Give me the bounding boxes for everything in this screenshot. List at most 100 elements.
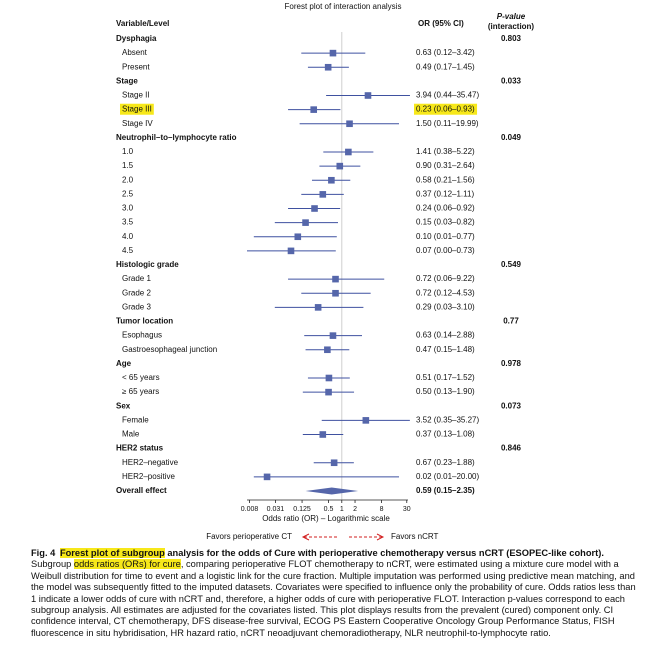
row-label: 4.5 — [122, 246, 134, 255]
estimate-label: 1.41 (0.38–5.22) — [416, 147, 475, 156]
or-marker — [325, 388, 332, 396]
row-label: Female — [122, 415, 149, 424]
row-label: Gastroesophageal junction — [122, 345, 217, 354]
favors-right: Favors nCRT — [391, 532, 439, 541]
estimate-label: 0.24 (0.06–0.92) — [416, 204, 475, 213]
or-marker — [336, 162, 344, 170]
group-label: Dysphagia — [116, 34, 157, 43]
row-label: Male — [122, 430, 140, 439]
or-marker — [311, 205, 318, 212]
group-label: Histologic grade — [116, 260, 179, 269]
group-label: Age — [116, 359, 132, 368]
row-label: Stage II — [122, 91, 150, 100]
or-marker — [287, 247, 295, 255]
x-tick-label: 0.5 — [324, 506, 334, 513]
column-header: P-value — [497, 12, 526, 21]
caption-text: odds ratios (ORs) for cure — [73, 559, 181, 570]
row-label: Absent — [122, 48, 148, 57]
row-label: Grade 2 — [122, 288, 151, 297]
estimate-label: 0.37 (0.12–1.11) — [416, 189, 474, 198]
estimate-label: 0.72 (0.12–4.53) — [416, 288, 475, 297]
group-label: HER2 status — [116, 444, 164, 453]
x-tick-label: 30 — [403, 506, 411, 513]
or-marker — [319, 191, 327, 198]
x-axis-title: Odds ratio (OR) – Logarithmic scale — [262, 514, 390, 523]
caption-text: analysis for the odds of Cure with perio… — [164, 548, 604, 558]
estimate-label: 0.02 (0.01–20.00) — [416, 472, 479, 481]
row-label: Stage III — [122, 105, 152, 114]
row-label: Esophagus — [122, 331, 162, 340]
or-marker — [319, 431, 327, 438]
p-value: 0.073 — [501, 401, 522, 410]
row-label: HER2–positive — [122, 472, 175, 481]
estimate-label: 0.72 (0.06–9.22) — [416, 274, 475, 283]
estimate-label: 0.49 (0.17–1.45) — [416, 62, 475, 71]
figure-caption: Fig. 4 Forest plot of subgroup analysis … — [31, 548, 637, 639]
column-header: (interaction) — [488, 22, 535, 31]
or-marker — [302, 219, 309, 226]
estimate-label: 0.15 (0.03–0.82) — [416, 218, 475, 227]
or-marker — [314, 304, 322, 311]
or-marker — [263, 473, 271, 481]
or-marker — [332, 289, 339, 297]
estimate-label: 0.51 (0.17–1.52) — [416, 373, 475, 382]
x-tick-label: 2 — [353, 506, 357, 513]
column-header: OR (95% CI) — [418, 19, 464, 28]
or-marker — [345, 148, 352, 156]
or-marker — [329, 49, 337, 57]
group-label: Stage — [116, 76, 138, 85]
row-label: < 65 years — [122, 373, 160, 382]
column-header: Variable/Level — [116, 19, 169, 28]
row-label: HER2–negative — [122, 458, 179, 467]
caption-text: Subgroup — [31, 559, 74, 570]
or-marker — [324, 346, 331, 354]
overall-estimate: 0.59 (0.15–2.35) — [416, 486, 475, 495]
or-marker — [328, 176, 335, 184]
p-value: 0.033 — [501, 76, 522, 85]
estimate-label: 1.50 (0.11–19.99) — [416, 119, 479, 128]
forest-plot: Forest plot of interaction analysis Vari… — [116, 2, 535, 541]
or-marker — [329, 332, 337, 339]
favors-left: Favors perioperative CT — [206, 532, 292, 541]
p-value: 0.549 — [501, 260, 522, 269]
row-label: Stage IV — [122, 119, 153, 128]
highlight-layer — [120, 103, 478, 115]
direction-arrows — [301, 533, 385, 541]
estimate-label: 0.37 (0.13–1.08) — [416, 430, 475, 439]
row-label: Grade 1 — [122, 274, 151, 283]
caption-text: Forest plot of subgroup — [59, 548, 165, 558]
p-value: 0.978 — [501, 359, 522, 368]
or-marker — [362, 417, 370, 424]
p-value: 0.77 — [503, 317, 519, 326]
estimate-label: 0.47 (0.15–1.48) — [416, 345, 475, 354]
overall-label: Overall effect — [116, 486, 167, 495]
or-marker — [346, 120, 353, 128]
group-label: Tumor location — [116, 317, 173, 326]
row-label: Present — [122, 62, 150, 71]
or-marker — [364, 92, 372, 99]
or-marker — [325, 374, 333, 382]
caption-text: , comparing perioperative FLOT chemother… — [31, 559, 636, 638]
p-value: 0.049 — [501, 133, 522, 142]
estimate-label: 0.90 (0.31–2.64) — [416, 161, 475, 170]
estimate-label: 3.52 (0.35–35.27) — [416, 415, 479, 424]
highlight — [120, 103, 154, 115]
estimate-label: 0.50 (0.13–1.90) — [416, 387, 475, 396]
row-label: 1.5 — [122, 161, 134, 170]
row-label: 2.5 — [122, 189, 134, 198]
x-tick-label: 0.125 — [293, 506, 311, 513]
or-marker — [310, 106, 318, 113]
highlight — [414, 103, 478, 115]
estimate-label: 0.63 (0.12–3.42) — [416, 48, 475, 57]
group-label: Sex — [116, 401, 131, 410]
estimate-label: 0.10 (0.01–0.77) — [416, 232, 475, 241]
p-value: 0.846 — [501, 444, 522, 453]
estimate-label: 0.23 (0.06–0.93) — [416, 105, 475, 114]
row-label: 1.0 — [122, 147, 134, 156]
estimate-label: 0.63 (0.14–2.88) — [416, 331, 475, 340]
estimate-label: 3.94 (0.44–35.47) — [416, 91, 479, 100]
or-marker — [330, 459, 338, 467]
or-marker — [294, 233, 302, 241]
overall-diamond — [305, 487, 359, 495]
